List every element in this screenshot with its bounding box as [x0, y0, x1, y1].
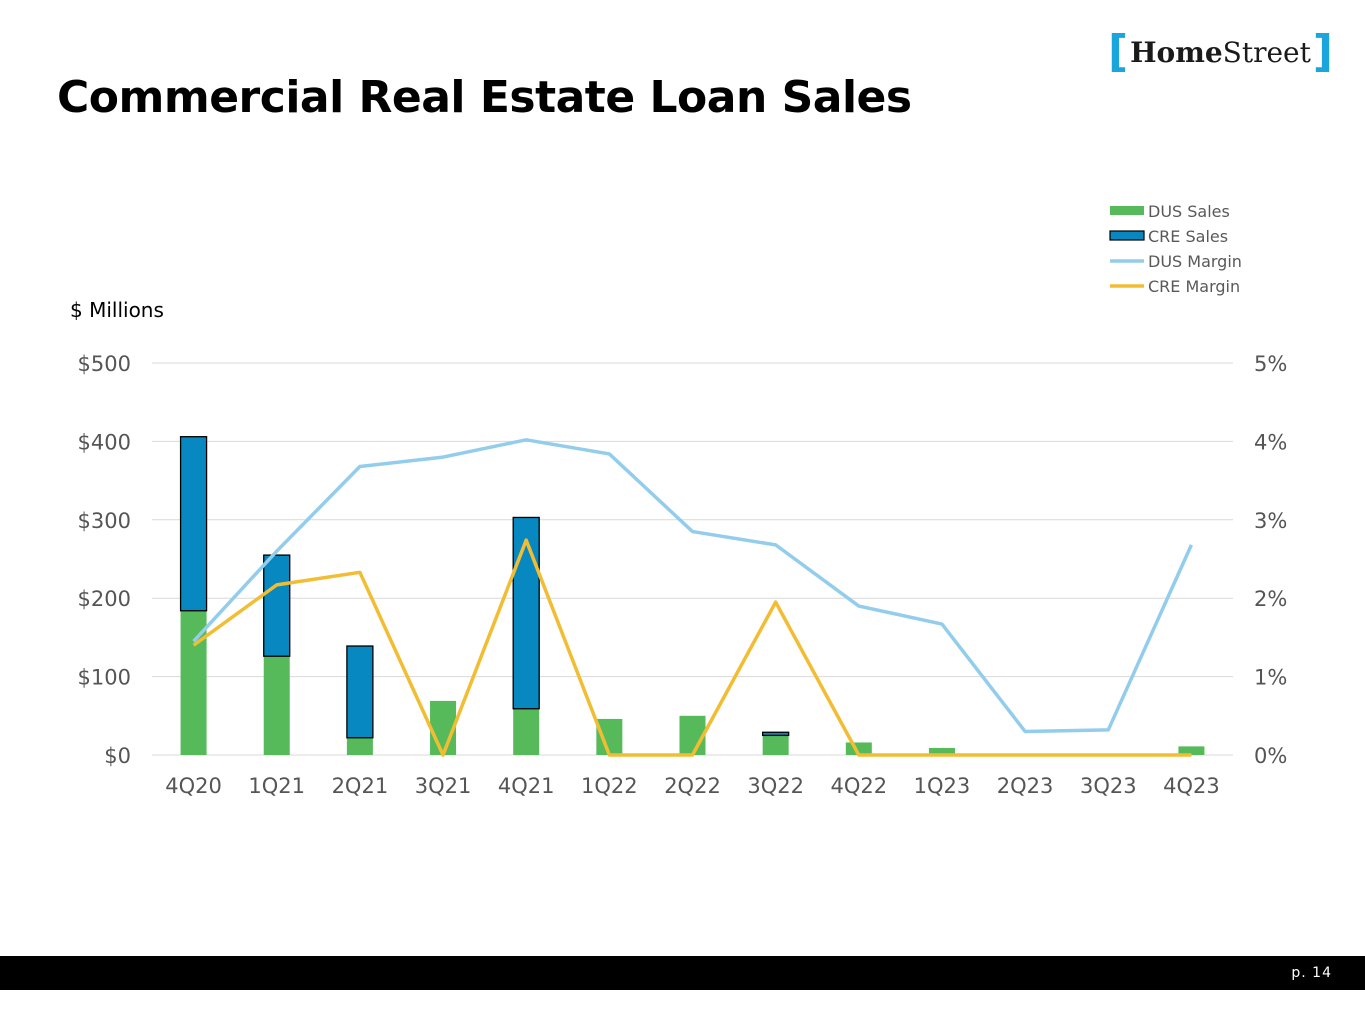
dus-margin-line: [192, 438, 1194, 734]
y2-tick-label: 1%: [1254, 666, 1287, 690]
cre-sales-bar: [263, 554, 291, 657]
logo-right-bracket-icon: ]: [1312, 26, 1333, 77]
y-tick-label: $200: [78, 587, 131, 611]
page-number: p. 14: [1291, 965, 1332, 981]
y-tick-label: $0: [104, 744, 131, 768]
y2-tick-label: 0%: [1254, 744, 1287, 768]
y2-tick-label: 4%: [1254, 430, 1287, 454]
legend: DUS Sales CRE Sales DUS Margin CRE Margin: [1109, 202, 1242, 296]
legend-label: CRE Sales: [1148, 227, 1228, 246]
dus-sales-bar: [679, 715, 706, 755]
axes: $0 $100 $200 $300 $400 $500 0% 1% 2% 3% 4% 5% 4Q20 1Q…: [78, 352, 1288, 798]
legend-swatch: [1109, 230, 1145, 241]
x-tick-label: 3Q22: [747, 774, 804, 798]
y-tick-label: $400: [78, 430, 131, 454]
dus-sales-bar: [762, 735, 789, 755]
dus-sales-bar: [1178, 746, 1205, 755]
x-tick-label: 3Q21: [415, 774, 472, 798]
page-title: Commercial Real Estate Loan Sales: [57, 72, 912, 123]
x-tick-label: 1Q23: [914, 774, 971, 798]
y2-tick-label: 3%: [1254, 509, 1287, 533]
y2-tick-label: 5%: [1254, 352, 1287, 376]
dus-sales-bar: [513, 708, 540, 755]
dus-sales-bar: [346, 737, 373, 755]
dus-sales-bar: [596, 718, 623, 755]
legend-label: DUS Sales: [1148, 202, 1230, 221]
cre-sales-bar: [346, 645, 374, 739]
dus-sales-bar: [928, 747, 955, 755]
x-tick-label: 4Q20: [165, 774, 222, 798]
y-tick-label: $100: [78, 666, 131, 690]
cre-sales-bar: [179, 436, 208, 612]
logo-word-street: Street: [1222, 35, 1311, 69]
cre-sales-bar: [762, 731, 790, 737]
footer-bar: p. 14: [0, 956, 1365, 990]
cre-sales-bar: [512, 516, 540, 710]
logo-left-bracket-icon: [: [1107, 26, 1129, 77]
x-tick-label: 3Q23: [1080, 774, 1137, 798]
y2-tick-label: 2%: [1254, 587, 1287, 611]
dus-sales-bar: [263, 656, 290, 755]
legend-label: CRE Margin: [1148, 277, 1240, 296]
x-tick-label: 2Q21: [332, 774, 389, 798]
x-tick-label: 4Q22: [830, 774, 887, 798]
y-tick-label: $500: [78, 352, 131, 376]
legend-swatch: [1110, 206, 1144, 215]
line-series: [192, 438, 1194, 757]
x-tick-label: 1Q21: [248, 774, 305, 798]
y-tick-label: $300: [78, 509, 131, 533]
logo-word-home: Home: [1130, 35, 1223, 69]
logo-wordmark: HomeStreet: [1128, 36, 1313, 69]
dus-sales-bar: [180, 610, 207, 755]
homestreet-logo: [ HomeStreet ]: [1108, 30, 1333, 74]
x-tick-label: 4Q23: [1163, 774, 1220, 798]
gridlines: [152, 362, 1233, 756]
x-tick-label: 1Q22: [581, 774, 638, 798]
bar-series: [179, 436, 1205, 755]
cre-margin-line: [192, 538, 1192, 757]
x-tick-label: 4Q21: [498, 774, 555, 798]
x-tick-label: 2Q22: [664, 774, 721, 798]
y-axis-title: $ Millions: [70, 298, 164, 322]
x-tick-label: 2Q23: [997, 774, 1054, 798]
legend-label: DUS Margin: [1148, 252, 1242, 271]
loan-sales-chart: $0 $100 $200 $300 $400 $500 0% 1% 2% 3% 4% 5% 4Q20 1Q…: [70, 202, 1288, 798]
